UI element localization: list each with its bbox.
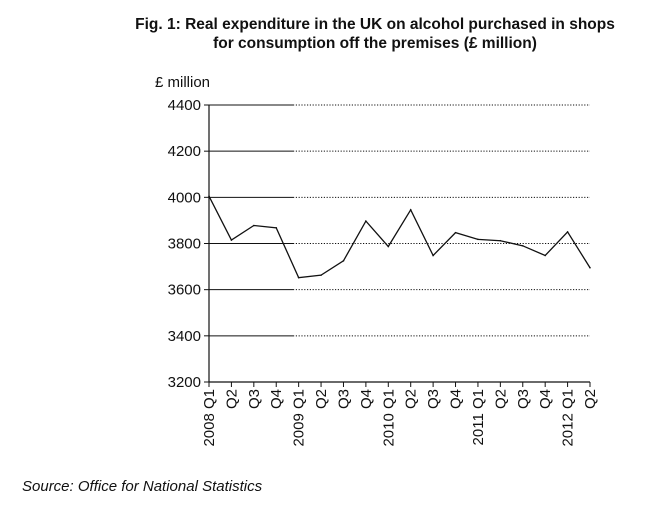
x-tick-label: Q2 [313, 389, 330, 409]
chart-title: Fig. 1: Real expenditure in the UK on al… [110, 15, 640, 53]
data-point [342, 260, 345, 262]
x-tick-label: 2009 Q1 [291, 389, 308, 447]
y-tick-label: 3200 [168, 374, 201, 391]
data-point [477, 238, 479, 241]
data-point [208, 195, 210, 197]
x-tick-label: Q4 [268, 389, 285, 409]
data-point [275, 227, 278, 229]
data-point [454, 231, 457, 234]
data-point [297, 276, 300, 279]
x-tick-label: 2011 Q1 [470, 389, 487, 445]
data-point [521, 245, 524, 247]
x-tick-label: Q4 [537, 389, 554, 409]
y-tick-label: 4400 [168, 97, 201, 114]
x-tick-label: Q4 [448, 389, 465, 409]
x-tick-label: Q2 [582, 389, 599, 409]
data-point [566, 231, 569, 233]
y-tick-label: 3600 [168, 282, 201, 299]
y-tick-label: 3400 [168, 328, 201, 345]
x-tick-label: 2008 Q1 [201, 389, 218, 447]
x-tick-label: Q2 [403, 389, 420, 409]
data-point [544, 254, 546, 257]
x-tick-label: Q2 [223, 389, 240, 409]
data-point [230, 239, 233, 241]
data-point [365, 220, 367, 222]
data-point [589, 266, 591, 269]
x-tick-label: 2010 Q1 [380, 389, 397, 447]
x-tick-label: 2012 Q1 [560, 389, 577, 447]
chart-title-line-1: Fig. 1: Real expenditure in the UK on al… [135, 16, 615, 33]
x-tick-label: Q2 [492, 389, 509, 409]
source-note: Source: Office for National Statistics [22, 478, 263, 495]
y-tick-label: 3800 [168, 236, 201, 253]
data-point [409, 208, 412, 211]
x-tick-label: Q3 [335, 389, 352, 409]
series-line [208, 195, 591, 279]
data-point [253, 224, 255, 227]
data-point [432, 254, 434, 257]
x-tick-label: Q4 [358, 389, 375, 409]
x-tick-label: Q3 [246, 389, 263, 409]
x-tick-label: Q3 [515, 389, 532, 409]
y-axis-label: £ million [155, 74, 211, 91]
x-tick-label: Q3 [425, 389, 442, 409]
data-point [320, 274, 322, 276]
y-tick-label: 4200 [168, 143, 201, 160]
data-point [499, 239, 502, 242]
data-point [387, 245, 390, 248]
y-tick-label: 4000 [168, 189, 201, 206]
chart-title-line-2: for consumption off the premises (£ mill… [213, 35, 537, 52]
